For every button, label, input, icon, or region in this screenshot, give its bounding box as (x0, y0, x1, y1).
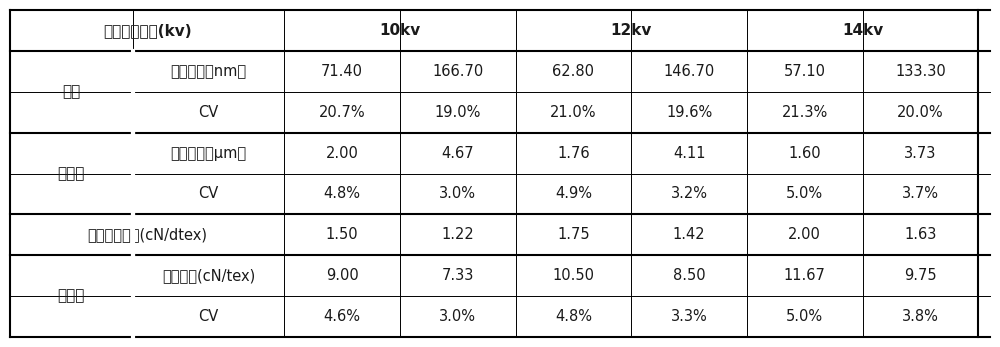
Text: 57.10: 57.10 (784, 64, 826, 79)
Text: 3.0%: 3.0% (439, 309, 476, 324)
Text: 2.00: 2.00 (326, 146, 359, 161)
Text: 3.2%: 3.2% (671, 186, 708, 201)
Text: 10kv: 10kv (379, 23, 421, 38)
Text: 12kv: 12kv (611, 23, 652, 38)
Text: 单丝平均强度(cN/dtex): 单丝平均强度(cN/dtex) (87, 227, 207, 242)
Text: 1.22: 1.22 (441, 227, 474, 242)
Text: 19.0%: 19.0% (435, 105, 481, 120)
Text: 4.9%: 4.9% (555, 186, 592, 201)
Text: 微米纱: 微米纱 (58, 166, 85, 181)
Text: 71.40: 71.40 (321, 64, 363, 79)
Text: 5.0%: 5.0% (786, 309, 823, 324)
Text: 166.70: 166.70 (432, 64, 483, 79)
Text: CV: CV (198, 105, 219, 120)
Text: 3.8%: 3.8% (902, 309, 939, 324)
Text: 平均直径（μm）: 平均直径（μm） (170, 146, 247, 161)
Text: 21.0%: 21.0% (550, 105, 597, 120)
Text: 4.8%: 4.8% (555, 309, 592, 324)
Text: 7.33: 7.33 (442, 268, 474, 283)
Text: 3.3%: 3.3% (671, 309, 708, 324)
Text: 5.0%: 5.0% (786, 186, 823, 201)
Text: 3.73: 3.73 (904, 146, 937, 161)
Text: 3.7%: 3.7% (902, 186, 939, 201)
Text: 1.76: 1.76 (557, 146, 590, 161)
Text: 平均直径（nm）: 平均直径（nm） (170, 64, 247, 79)
Text: 8.50: 8.50 (673, 268, 705, 283)
Text: 微米纱: 微米纱 (58, 288, 85, 303)
Text: 11.67: 11.67 (784, 268, 826, 283)
Text: 3.0%: 3.0% (439, 186, 476, 201)
Text: 9.75: 9.75 (904, 268, 937, 283)
Text: 1.42: 1.42 (673, 227, 705, 242)
Text: 4.8%: 4.8% (324, 186, 361, 201)
Text: 10.50: 10.50 (552, 268, 594, 283)
Text: 9.00: 9.00 (326, 268, 359, 283)
Text: 4.6%: 4.6% (324, 309, 361, 324)
Text: 146.70: 146.70 (664, 64, 715, 79)
Text: 133.30: 133.30 (895, 64, 946, 79)
Text: 静电负高电压(kv): 静电负高电压(kv) (103, 23, 192, 38)
Text: 62.80: 62.80 (552, 64, 594, 79)
Text: 4.11: 4.11 (673, 146, 705, 161)
Text: 单丝: 单丝 (62, 84, 80, 100)
Text: 1.75: 1.75 (557, 227, 590, 242)
Text: 1.63: 1.63 (904, 227, 937, 242)
Text: CV: CV (198, 309, 219, 324)
Text: 14kv: 14kv (842, 23, 883, 38)
Text: 平均强度(cN/tex): 平均强度(cN/tex) (162, 268, 255, 283)
Text: 20.0%: 20.0% (897, 105, 944, 120)
Text: 2.00: 2.00 (788, 227, 821, 242)
Text: 20.7%: 20.7% (319, 105, 366, 120)
Text: 4.67: 4.67 (442, 146, 474, 161)
Text: CV: CV (198, 186, 219, 201)
Text: 1.50: 1.50 (326, 227, 359, 242)
Text: 19.6%: 19.6% (666, 105, 712, 120)
Text: 1.60: 1.60 (788, 146, 821, 161)
Text: 21.3%: 21.3% (782, 105, 828, 120)
